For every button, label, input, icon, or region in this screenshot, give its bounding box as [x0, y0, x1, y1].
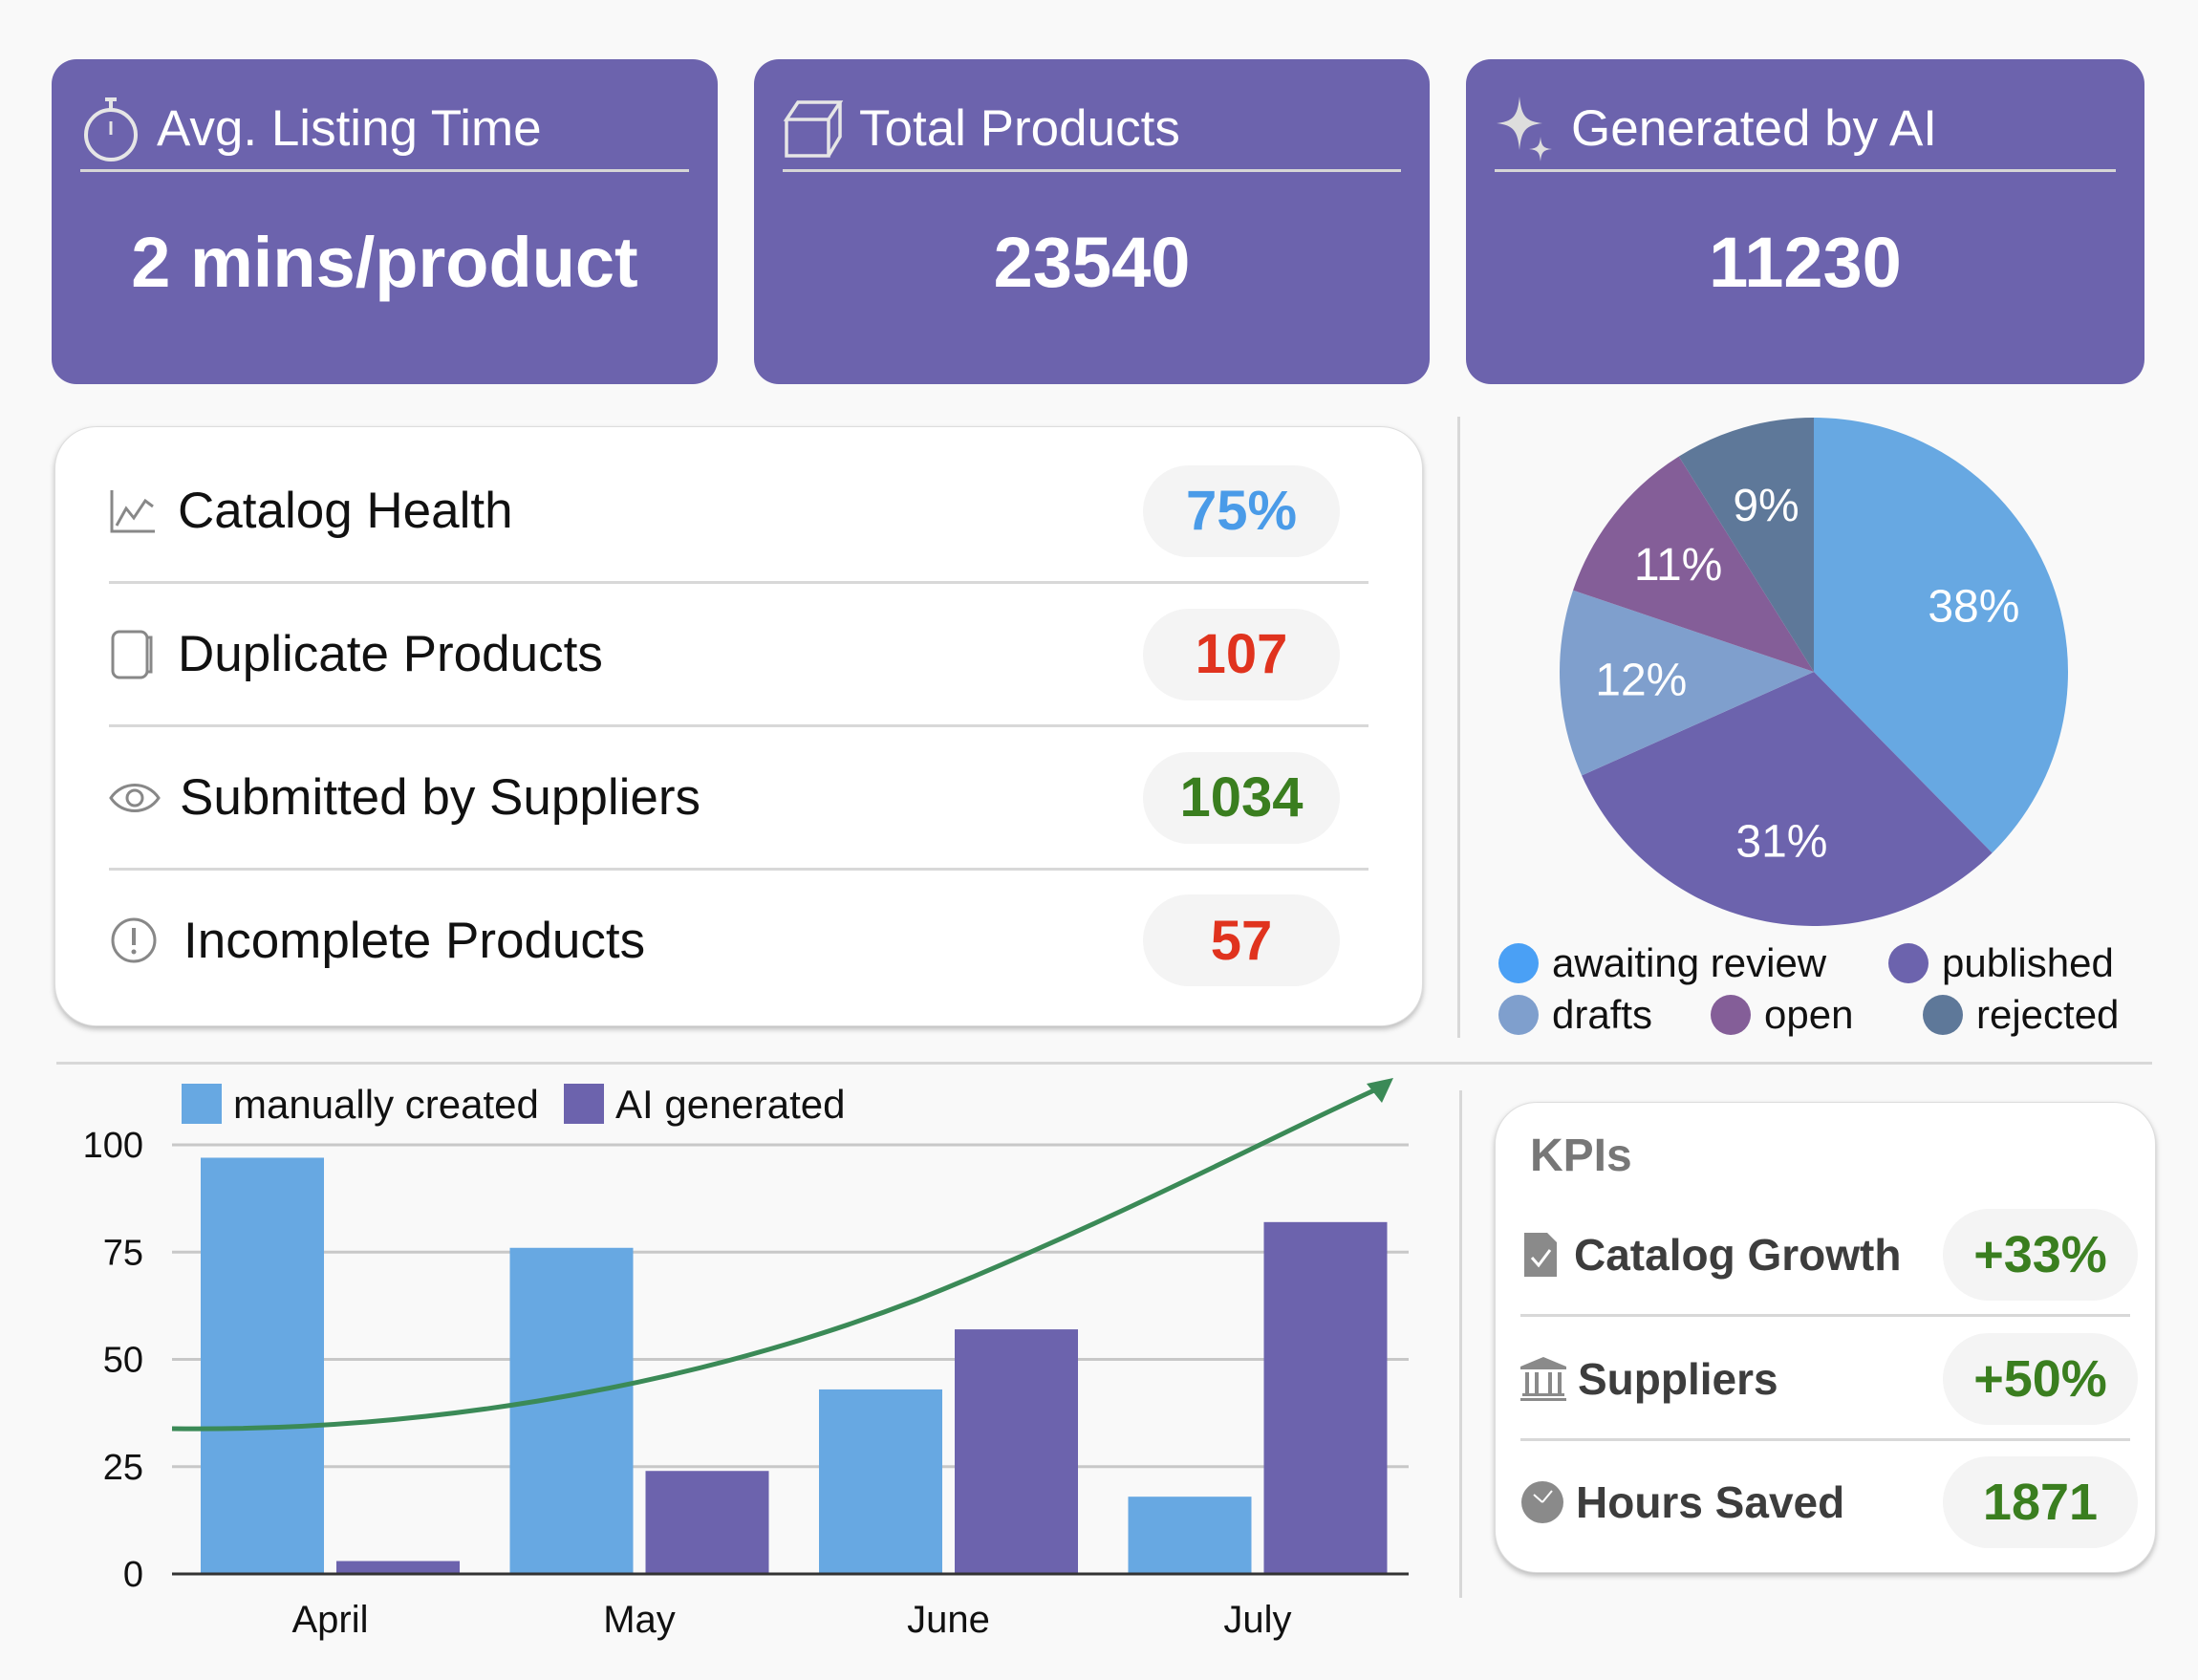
- avg-listing-time-card: Avg. Listing Time 2 mins/product: [52, 59, 718, 384]
- alert-circle-icon: [111, 917, 157, 963]
- pie-slice-published: [1582, 672, 1993, 926]
- card-title: Total Products: [859, 100, 1180, 157]
- document-check-icon: [1524, 1232, 1557, 1277]
- row-label: Duplicate Products: [178, 626, 603, 682]
- kpi-label: Suppliers: [1578, 1353, 1778, 1404]
- legend-label: awaiting review: [1552, 940, 1827, 985]
- pie-slice-drafts: [1560, 590, 1814, 776]
- pie-slice-rejected: [1678, 418, 1814, 672]
- kpi-row-catalog-growth: Catalog Growth +33%: [1520, 1195, 2138, 1317]
- y-tick-label: 100: [83, 1126, 143, 1166]
- kpi-row-hours-saved: Hours Saved 1871: [1520, 1441, 2138, 1563]
- clock-icon: [1521, 1481, 1563, 1523]
- card-title: Avg. Listing Time: [157, 100, 542, 157]
- kpi-title: KPIs: [1530, 1131, 1632, 1181]
- row-value: 107: [1143, 608, 1340, 700]
- kpi-label: Hours Saved: [1576, 1477, 1845, 1527]
- card-value: 23540: [993, 223, 1191, 302]
- divider: [1457, 417, 1460, 1038]
- legend-awaiting-review: awaiting review: [1498, 940, 1826, 986]
- trend-arrowhead-icon: [1367, 1078, 1393, 1103]
- kpi-row-suppliers: Suppliers +50%: [1520, 1319, 2138, 1441]
- legend-swatch: [1711, 995, 1751, 1035]
- stopwatch-icon: [84, 97, 138, 162]
- legend-label: manually created: [233, 1082, 539, 1127]
- duplicate-icon: [111, 630, 153, 678]
- row-value: 57: [1143, 894, 1340, 986]
- legend-label: AI generated: [615, 1082, 846, 1127]
- pie-slice-open: [1573, 456, 1814, 672]
- card-value: 2 mins/product: [131, 223, 638, 302]
- legend-swatch: [1498, 995, 1539, 1035]
- legend-label: published: [1942, 940, 2114, 985]
- legend-open: open: [1711, 992, 1853, 1038]
- divider: [1459, 1090, 1462, 1598]
- bar-manually-created-April: [201, 1157, 324, 1573]
- catalog-row-submitted[interactable]: Submitted by Suppliers 1034: [109, 727, 1368, 871]
- generated-by-ai-card: Generated by AI 11230: [1466, 59, 2144, 384]
- y-tick-label: 0: [123, 1555, 143, 1595]
- x-tick-label: June: [907, 1599, 990, 1641]
- x-tick-label: April: [291, 1599, 368, 1641]
- catalog-row-incomplete[interactable]: Incomplete Products 57: [109, 869, 1368, 1012]
- kpi-label: Catalog Growth: [1574, 1229, 1902, 1280]
- divider: [56, 1062, 2152, 1065]
- legend-label: rejected: [1976, 992, 2120, 1037]
- x-tick-label: July: [1223, 1599, 1291, 1641]
- card-title: Generated by AI: [1571, 100, 1938, 157]
- bar-manually-created-June: [819, 1389, 942, 1573]
- catalog-row-duplicates[interactable]: Duplicate Products 107: [109, 584, 1368, 727]
- products-bar-chart: 0 25 50 75 100 April May June July manually creat…: [83, 1078, 1409, 1641]
- row-label: Submitted by Suppliers: [180, 769, 701, 826]
- catalog-panel: Catalog Health 75% Duplicate Products 10…: [54, 426, 1423, 1026]
- trend-arrow: [171, 1087, 1378, 1432]
- pie-label: 38%: [1928, 581, 2019, 632]
- bar-manually-created-July: [1128, 1497, 1252, 1573]
- line-chart-icon: [110, 489, 155, 532]
- status-pie-chart: 38% 31% 12% 11%9%: [1560, 418, 2068, 926]
- eye-icon: [109, 783, 161, 812]
- pie-label: 9%: [1733, 481, 1799, 531]
- legend-drafts: drafts: [1498, 992, 1652, 1038]
- kpi-value: +50%: [1943, 1332, 2138, 1425]
- row-label: Catalog Health: [178, 483, 513, 539]
- pie-label: 12%: [1595, 655, 1687, 705]
- y-tick-label: 25: [103, 1448, 143, 1488]
- legend-label: drafts: [1552, 992, 1653, 1037]
- sparkle-icon: [1497, 96, 1552, 162]
- pie-label: 11%: [1634, 540, 1723, 591]
- y-tick-label: 75: [103, 1233, 143, 1273]
- catalog-row-health[interactable]: Catalog Health 75%: [109, 441, 1368, 584]
- box-icon: [783, 99, 844, 158]
- bank-icon: [1520, 1356, 1566, 1401]
- row-label: Incomplete Products: [183, 912, 646, 969]
- legend-rejected: rejected: [1923, 992, 2119, 1038]
- legend-swatch: [1923, 995, 1963, 1035]
- bar-AI-generated-May: [645, 1471, 769, 1573]
- legend-published: published: [1888, 940, 2114, 986]
- kpi-value: 1871: [1943, 1456, 2138, 1548]
- y-tick-label: 50: [103, 1341, 143, 1381]
- legend-swatch: [1498, 943, 1539, 983]
- kpi-value: +33%: [1943, 1208, 2138, 1301]
- legend-swatch: [182, 1084, 222, 1124]
- bar-AI-generated-July: [1263, 1221, 1388, 1573]
- card-value: 11230: [1709, 223, 1902, 302]
- bar-AI-generated-April: [336, 1561, 460, 1573]
- pie-slice-awaiting-review: [1814, 418, 2068, 853]
- x-tick-label: May: [603, 1599, 676, 1641]
- legend-swatch: [564, 1084, 604, 1124]
- legend-swatch: [1888, 943, 1929, 983]
- total-products-card: Total Products 23540: [754, 59, 1430, 384]
- pie-label: 31%: [1735, 817, 1827, 868]
- bar-AI-generated-June: [955, 1329, 1078, 1573]
- row-value: 75%: [1143, 464, 1340, 557]
- legend-label: open: [1764, 992, 1854, 1037]
- bar-manually-created-May: [509, 1247, 634, 1573]
- row-value: 1034: [1143, 751, 1340, 844]
- kpi-panel: KPIs Catalog Growth +33% Suppliers +50% …: [1495, 1102, 2156, 1573]
